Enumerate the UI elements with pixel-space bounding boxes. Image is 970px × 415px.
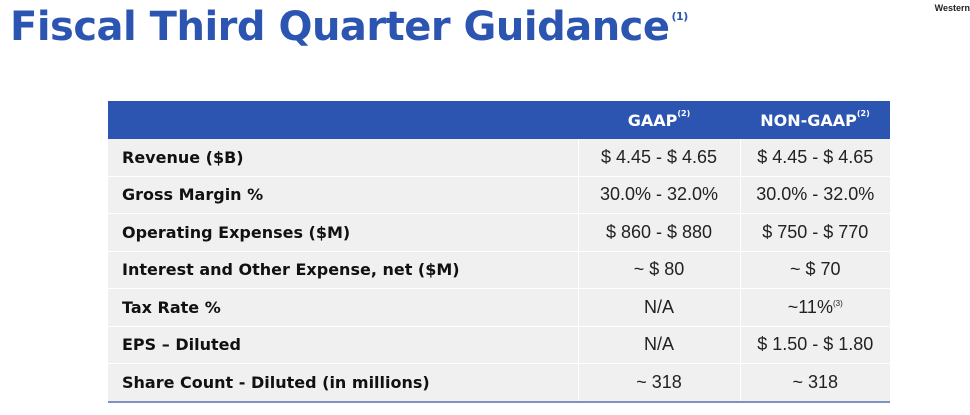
- non-gaap-footnote: (3): [832, 298, 843, 308]
- row-label: Share Count - Diluted (in millions): [108, 363, 578, 403]
- header-gaap: GAAP(2): [578, 101, 740, 139]
- header-gaap-label: GAAP: [627, 110, 678, 130]
- non-gaap-value-text: $ 1.50 - $ 1.80: [757, 334, 874, 355]
- row-label: EPS – Diluted: [108, 326, 578, 364]
- gaap-value: ~ 318: [577, 363, 740, 403]
- gaap-value: N/A: [577, 326, 740, 364]
- header-non-gaap-footnote: (2): [856, 108, 870, 118]
- non-gaap-value-text: $ 750 - $ 770: [762, 221, 869, 242]
- gaap-value: $ 860 - $ 880: [577, 213, 740, 252]
- gaap-value: 30.0% - 32.0%: [577, 176, 740, 214]
- header-non-gaap: NON-GAAP(2): [740, 101, 890, 139]
- table-row: Operating Expenses ($M) $ 860 - $ 880 $ …: [108, 213, 890, 252]
- non-gaap-value-text: $ 4.45 - $ 4.65: [757, 146, 874, 167]
- non-gaap-value: ~11%(3): [739, 288, 890, 327]
- row-label: Revenue ($B): [108, 139, 578, 177]
- page-title: Fiscal Third Quarter Guidance (1): [10, 4, 688, 50]
- non-gaap-value: $ 4.45 - $ 4.65: [739, 139, 890, 177]
- page-title-text: Fiscal Third Quarter Guidance: [10, 4, 670, 50]
- non-gaap-value: $ 1.50 - $ 1.80: [739, 326, 890, 364]
- table-row: Interest and Other Expense, net ($M) ~ $…: [108, 251, 890, 289]
- table-row: Share Count - Diluted (in millions) ~ 31…: [108, 363, 890, 403]
- non-gaap-value: 30.0% - 32.0%: [739, 176, 890, 214]
- gaap-value: ~ $ 80: [577, 251, 740, 289]
- table-row: Gross Margin % 30.0% - 32.0% 30.0% - 32.…: [108, 176, 890, 214]
- row-label: Tax Rate %: [108, 288, 578, 327]
- non-gaap-value-text: ~ $ 70: [789, 259, 841, 280]
- header-blank-cell: [108, 101, 578, 139]
- non-gaap-value-text: ~11%: [787, 296, 833, 317]
- table-row: Tax Rate % N/A ~11%(3): [108, 288, 890, 327]
- row-label: Operating Expenses ($M): [108, 213, 578, 252]
- brand-logo-text: Western: [934, 3, 970, 13]
- title-footnote-marker: (1): [671, 10, 689, 23]
- header-gaap-footnote: (2): [677, 108, 691, 118]
- guidance-table: GAAP(2) NON-GAAP(2) Revenue ($B) $ 4.45 …: [108, 101, 890, 403]
- gaap-value: $ 4.45 - $ 4.65: [577, 139, 740, 177]
- table-header-row: GAAP(2) NON-GAAP(2): [108, 101, 890, 139]
- non-gaap-value: ~ 318: [739, 363, 890, 403]
- table-row: EPS – Diluted N/A $ 1.50 - $ 1.80: [108, 326, 890, 364]
- header-non-gaap-label: NON-GAAP: [760, 110, 857, 130]
- non-gaap-value: ~ $ 70: [739, 251, 890, 289]
- non-gaap-value-text: 30.0% - 32.0%: [756, 184, 875, 205]
- row-label: Interest and Other Expense, net ($M): [108, 251, 578, 289]
- non-gaap-value-text: ~ 318: [792, 371, 839, 392]
- non-gaap-value: $ 750 - $ 770: [739, 213, 890, 252]
- gaap-value: N/A: [577, 288, 740, 327]
- table-row: Revenue ($B) $ 4.45 - $ 4.65 $ 4.45 - $ …: [108, 139, 890, 177]
- row-label: Gross Margin %: [108, 176, 578, 214]
